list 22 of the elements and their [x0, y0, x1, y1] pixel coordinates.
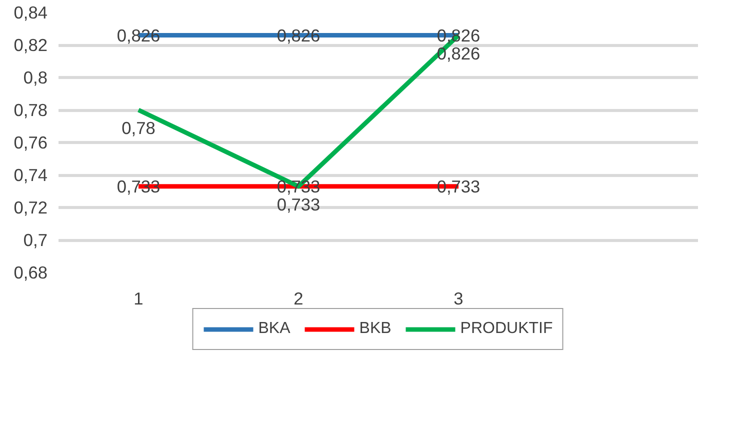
data-label: 0,78 — [122, 118, 156, 138]
legend-label: PRODUKTIF — [460, 320, 553, 338]
data-label: 0,733 — [436, 176, 480, 196]
y-tick-label: 0,74 — [14, 165, 48, 185]
data-label: 0,826 — [436, 25, 480, 46]
y-tick-label: 0,8 — [23, 68, 48, 88]
data-label: 0,733 — [116, 176, 160, 196]
data-label: 0,733 — [276, 176, 320, 196]
y-tick-label: 0,68 — [14, 262, 48, 282]
data-label: 0,826 — [116, 25, 160, 46]
legend-label: BKA — [258, 320, 290, 338]
y-tick-label: 0,76 — [14, 132, 48, 152]
x-tick-label: 3 — [454, 288, 464, 308]
y-tick-label: 0,72 — [14, 198, 48, 218]
y-tick-label: 0,7 — [23, 230, 48, 250]
y-tick-label: 0,84 — [14, 2, 48, 22]
legend-label: BKB — [359, 320, 392, 338]
x-tick-label: 1 — [134, 288, 144, 308]
data-label: 0,733 — [276, 194, 320, 214]
x-tick-label: 2 — [294, 288, 304, 308]
y-tick-label: 0,82 — [14, 35, 48, 55]
y-tick-label: 0,78 — [14, 100, 48, 120]
